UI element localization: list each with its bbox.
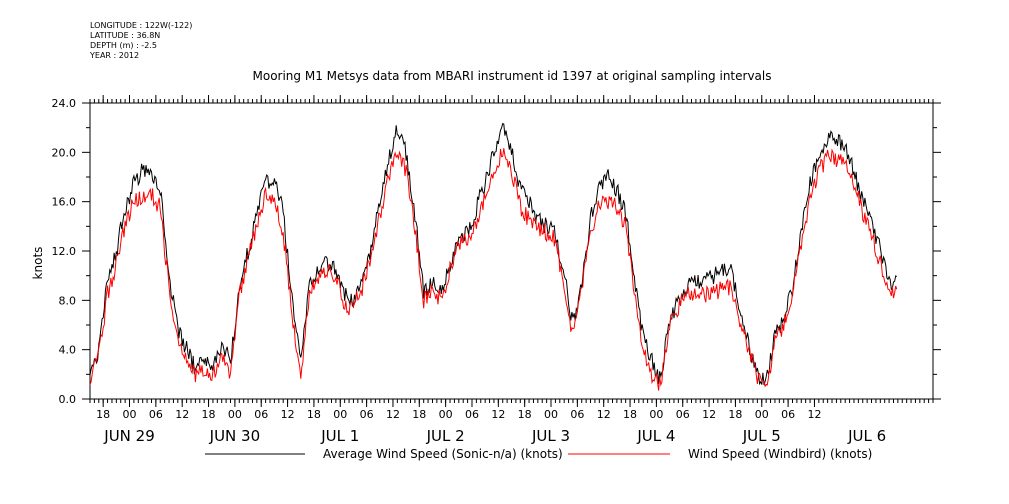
metadata-block: LONGITUDE : 122W(-122) LATITUDE : 36.8N …: [90, 21, 192, 61]
x-hour-tick-label: 06: [254, 408, 268, 421]
x-date-tick-label: JUN 29: [103, 427, 154, 445]
y-tick-label: 20.0: [52, 146, 77, 159]
x-date-tick-label: JUL 3: [531, 427, 570, 445]
y-axis-label: knots: [31, 247, 45, 280]
y-tick-label: 0.0: [59, 393, 77, 406]
x-hour-tick-label: 12: [175, 408, 189, 421]
x-hour-tick-label: 06: [570, 408, 584, 421]
x-hour-tick-label: 00: [228, 408, 242, 421]
x-date-tick-label: JUL 6: [847, 427, 886, 445]
y-tick-label: 16.0: [52, 196, 77, 209]
legend-label-average-wind-speed: Average Wind Speed (Sonic-n/a) (knots): [323, 447, 563, 461]
x-hour-tick-label: 12: [597, 408, 611, 421]
x-hour-tick-label: 12: [386, 408, 400, 421]
depth-text: DEPTH (m) : -2.5: [90, 41, 157, 50]
legend-label-windbird-wind-speed: Wind Speed (Windbird) (knots): [688, 447, 872, 461]
x-hour-tick-label: 18: [623, 408, 637, 421]
x-hour-tick-label: 00: [333, 408, 347, 421]
x-hour-tick-label: 00: [544, 408, 558, 421]
x-hour-tick-label: 00: [123, 408, 137, 421]
x-date-tick-label: JUN 30: [209, 427, 260, 445]
x-date-tick-label: JUL 2: [426, 427, 465, 445]
latitude-text: LATITUDE : 36.8N: [90, 31, 161, 40]
series-line-average-wind-speed: [89, 122, 898, 386]
y-tick-label: 4.0: [59, 344, 77, 357]
x-hour-tick-label: 06: [149, 408, 163, 421]
x-hour-tick-label: 18: [96, 408, 110, 421]
x-hour-tick-label: 12: [702, 408, 716, 421]
y-tick-label: 8.0: [59, 294, 77, 307]
x-hour-tick-label: 06: [676, 408, 690, 421]
series-line-windbird-wind-speed: [89, 148, 898, 391]
x-hour-tick-label: 00: [439, 408, 453, 421]
longitude-text: LONGITUDE : 122W(-122): [90, 21, 193, 30]
x-hour-tick-label: 18: [412, 408, 426, 421]
x-hour-tick-label: 06: [360, 408, 374, 421]
x-hour-tick-label: 12: [491, 408, 505, 421]
x-hour-tick-label: 18: [202, 408, 216, 421]
x-hour-tick-label: 12: [807, 408, 821, 421]
x-date-tick-label: JUL 5: [742, 427, 781, 445]
x-hour-tick-label: 06: [781, 408, 795, 421]
x-date-tick-label: JUL 4: [636, 427, 675, 445]
x-hour-tick-label: 06: [465, 408, 479, 421]
series-layer: [89, 122, 898, 391]
x-date-tick-label: JUL 1: [320, 427, 359, 445]
y-tick-label: 12.0: [52, 245, 77, 258]
plot-frame: [89, 102, 934, 400]
x-hour-tick-label: 00: [755, 408, 769, 421]
x-hour-tick-label: 18: [307, 408, 321, 421]
x-hour-tick-label: 18: [518, 408, 532, 421]
y-tick-label: 24.0: [52, 97, 77, 110]
year-text: YEAR : 2012: [90, 51, 140, 60]
axis-ticks: 18 00 06 12 18 00 06 12 18 00 06 12 18 00 06 12 18 00 06 12…: [52, 95, 941, 445]
legend: Average Wind Speed (Sonic-n/a) (knots) Wi…: [205, 447, 872, 461]
chart-title: Mooring M1 Metsys data from MBARI instru…: [253, 69, 772, 83]
x-hour-tick-label: 00: [649, 408, 663, 421]
x-hour-tick-label: 18: [728, 408, 742, 421]
x-hour-tick-label: 12: [281, 408, 295, 421]
